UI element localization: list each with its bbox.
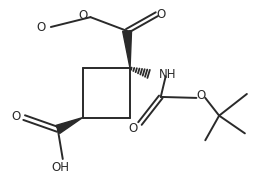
Text: O: O [156, 8, 165, 21]
Polygon shape [123, 31, 132, 68]
Text: OH: OH [52, 161, 70, 174]
Text: O: O [128, 122, 138, 135]
Text: NH: NH [159, 68, 176, 81]
Text: O: O [12, 110, 21, 123]
Text: O: O [78, 9, 87, 22]
Text: O: O [197, 89, 206, 102]
Text: O: O [36, 22, 46, 34]
Polygon shape [56, 118, 82, 133]
